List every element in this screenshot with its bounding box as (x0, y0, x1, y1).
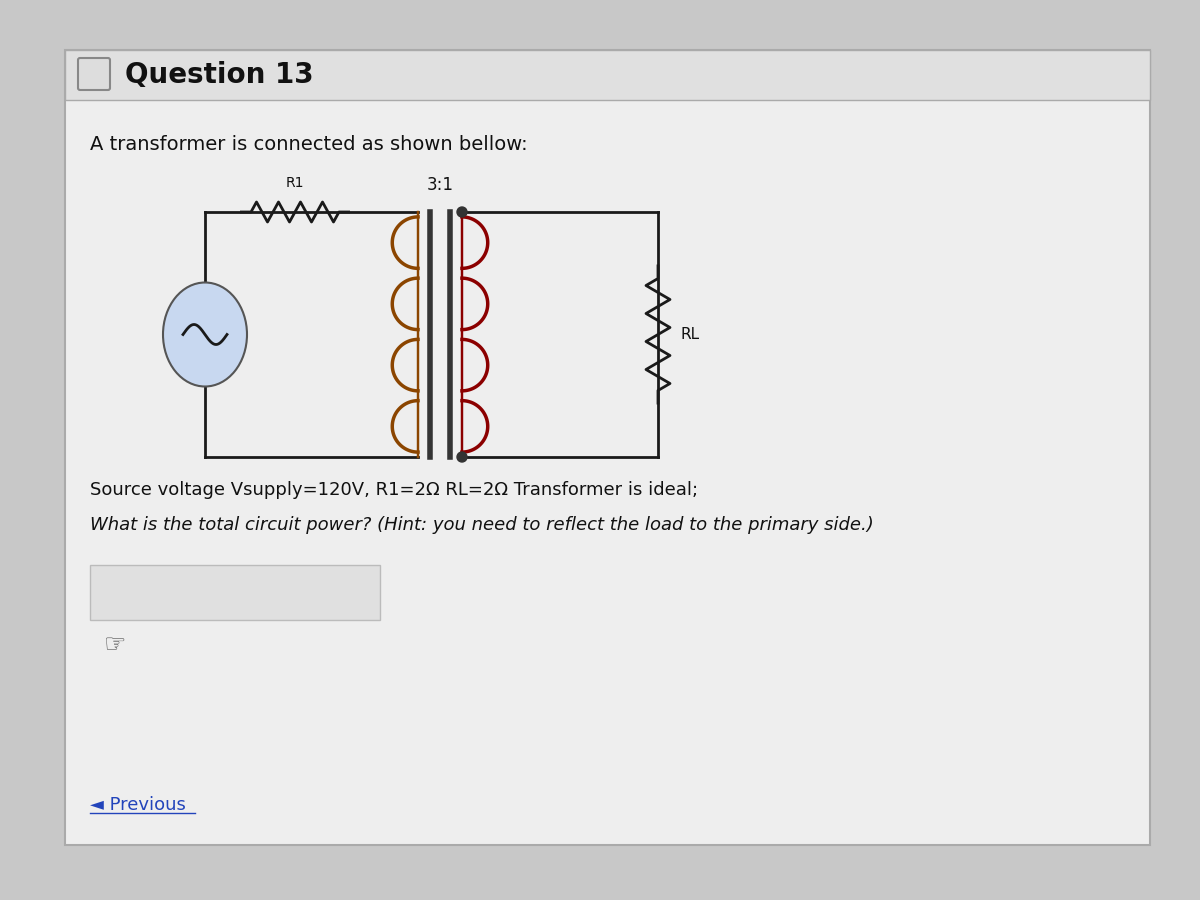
Text: R1: R1 (286, 176, 305, 190)
Text: ◄ Previous: ◄ Previous (90, 796, 186, 814)
Text: A transformer is connected as shown bellow:: A transformer is connected as shown bell… (90, 136, 528, 155)
Ellipse shape (163, 283, 247, 386)
Text: Question 13: Question 13 (125, 61, 313, 89)
FancyBboxPatch shape (78, 58, 110, 90)
Text: Source voltage Vsupply=120V, R1=2Ω RL=2Ω Transformer is ideal;: Source voltage Vsupply=120V, R1=2Ω RL=2Ω… (90, 481, 698, 499)
Bar (65, 50, 1150, 100)
Circle shape (457, 207, 467, 217)
Text: What is the total circuit power? (Hint: you need to reflect the load to the prim: What is the total circuit power? (Hint: … (90, 516, 874, 534)
FancyBboxPatch shape (90, 565, 380, 620)
Text: RL: RL (680, 327, 700, 342)
Text: ☞: ☞ (104, 633, 126, 657)
Text: 3:1: 3:1 (426, 176, 454, 194)
Circle shape (457, 452, 467, 462)
FancyBboxPatch shape (65, 50, 1150, 845)
